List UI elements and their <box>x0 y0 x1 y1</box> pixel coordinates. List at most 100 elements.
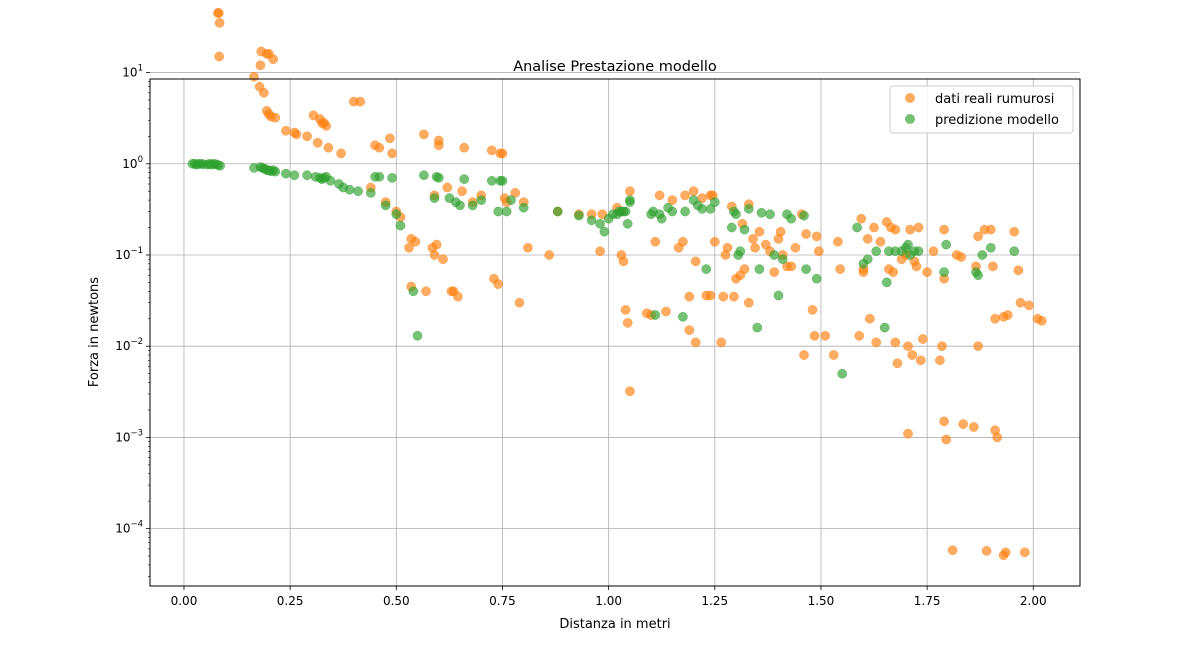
point-dati-reali <box>268 54 279 65</box>
point-predizione <box>973 270 983 281</box>
legend-label-dati-reali: dati reali rumurosi <box>935 92 1054 107</box>
point-dati-reali <box>453 291 463 302</box>
point-predizione <box>302 170 312 181</box>
point-dati-reali <box>890 224 901 235</box>
point-predizione <box>871 246 882 257</box>
point-dati-reali <box>718 291 729 302</box>
chart-title: Analise Prestazione modello <box>513 59 717 75</box>
point-dati-reali <box>918 334 928 344</box>
point-dati-reali <box>457 186 467 197</box>
x-tick-label: 0.75 <box>489 594 516 608</box>
point-predizione <box>365 188 376 198</box>
point-dati-reali <box>514 297 525 308</box>
scatter-points <box>187 8 1047 561</box>
point-dati-reali <box>688 186 699 197</box>
y-tick-label-base: 10 <box>122 157 137 171</box>
point-predizione <box>754 264 765 274</box>
point-dati-reali <box>864 313 875 324</box>
point-dati-reali <box>754 226 765 237</box>
point-predizione <box>215 160 225 171</box>
y-tick-label: 101 <box>122 64 143 80</box>
point-dati-reali <box>911 261 922 272</box>
point-dati-reali <box>661 306 671 317</box>
y-axis-label: Forza in newtons <box>87 277 102 387</box>
point-dati-reali <box>973 231 983 242</box>
point-predizione <box>408 286 419 297</box>
point-dati-reali <box>907 350 918 360</box>
point-dati-reali <box>799 350 809 360</box>
point-predizione <box>680 206 690 217</box>
point-dati-reali <box>990 313 1000 324</box>
x-tick-label: 0.25 <box>277 594 304 608</box>
y-tick-label-exponent: 1 <box>138 64 143 74</box>
point-predizione <box>769 250 780 260</box>
point-predizione <box>701 264 712 274</box>
point-predizione <box>289 170 300 181</box>
point-dati-reali <box>255 60 266 71</box>
y-tick-label: 10−4 <box>115 520 143 536</box>
point-dati-reali <box>302 131 312 142</box>
point-dati-reali <box>922 267 932 277</box>
point-dati-reali <box>869 222 879 233</box>
point-predizione <box>586 215 597 226</box>
point-predizione <box>650 310 661 320</box>
point-predizione <box>374 171 385 182</box>
point-dati-reali <box>312 137 323 148</box>
point-predizione <box>353 186 363 197</box>
point-predizione <box>801 264 811 274</box>
y-tick-label-base: 10 <box>115 522 130 536</box>
point-dati-reali <box>835 264 845 274</box>
point-dati-reali <box>958 419 969 429</box>
y-tick-label: 10−1 <box>115 246 143 262</box>
point-predizione <box>811 273 822 284</box>
point-dati-reali <box>291 129 302 140</box>
x-axis-label: Distanza in metri <box>559 617 670 632</box>
point-predizione <box>799 210 809 221</box>
point-predizione <box>497 175 508 186</box>
point-dati-reali <box>336 148 346 159</box>
legend: dati reali rumurosi predizione modello <box>889 85 1074 134</box>
point-dati-reali <box>622 318 633 328</box>
point-dati-reali <box>678 236 688 247</box>
grid <box>150 72 1080 586</box>
y-tick-label-base: 10 <box>115 339 130 353</box>
point-dati-reali <box>214 18 225 28</box>
y-tick-label: 10−2 <box>115 337 143 353</box>
point-dati-reali <box>523 242 533 253</box>
point-dati-reali <box>1019 547 1030 558</box>
point-predizione <box>387 173 397 183</box>
point-dati-reali <box>258 87 269 98</box>
x-tick-label: 0.00 <box>171 594 198 608</box>
point-dati-reali <box>433 140 444 151</box>
point-dati-reali <box>510 188 521 198</box>
point-dati-reali <box>973 341 983 352</box>
point-dati-reali <box>410 236 421 247</box>
point-dati-reali <box>493 279 504 289</box>
point-dati-reali <box>801 229 811 239</box>
legend-marker-predizione <box>905 114 915 124</box>
x-tick-label: 1.50 <box>808 594 835 608</box>
x-tick-label: 2.00 <box>1020 594 1047 608</box>
point-dati-reali <box>748 234 758 244</box>
point-dati-reali <box>947 545 958 556</box>
point-dati-reali <box>419 129 429 140</box>
point-predizione <box>786 213 797 224</box>
point-predizione <box>739 224 750 235</box>
y-tick-label: 100 <box>122 155 143 171</box>
point-predizione <box>412 330 423 341</box>
point-predizione <box>595 218 605 229</box>
point-dati-reali <box>705 290 716 301</box>
point-dati-reali <box>620 305 631 315</box>
point-predizione <box>756 207 767 218</box>
point-dati-reali <box>935 355 945 366</box>
point-dati-reali <box>709 236 720 247</box>
point-dati-reali <box>459 142 470 153</box>
y-tick-label-exponent: −3 <box>130 428 143 438</box>
point-dati-reali <box>249 71 259 82</box>
point-dati-reali <box>680 190 690 201</box>
point-predizione <box>752 322 763 333</box>
point-predizione <box>697 204 707 214</box>
point-dati-reali <box>888 267 899 277</box>
point-dati-reali <box>856 213 867 224</box>
